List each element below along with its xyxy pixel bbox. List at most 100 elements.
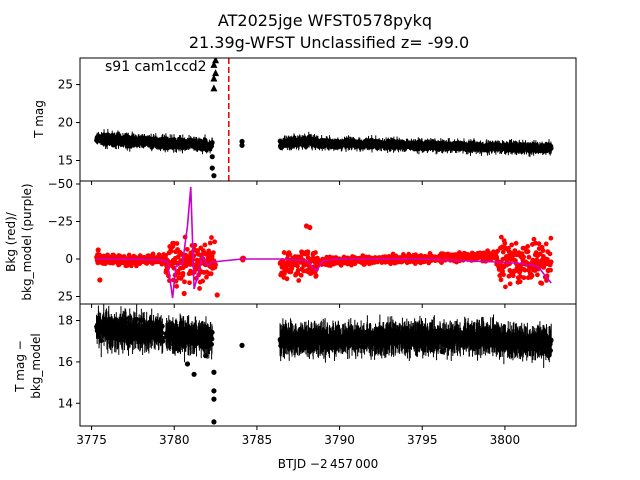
data-point: [521, 254, 527, 260]
data-point: [525, 243, 531, 249]
data-point: [296, 278, 302, 283]
data-point: [502, 240, 508, 246]
data-point: [192, 242, 198, 248]
y-tick-label: 25: [58, 290, 73, 304]
data-point: [180, 270, 186, 276]
outlier-point: [196, 144, 202, 151]
plot-area-resid: [94, 304, 554, 425]
data-point: [207, 240, 213, 246]
outlier-point: [209, 154, 215, 160]
data-point: [209, 253, 215, 259]
series-mag-0: [94, 58, 554, 179]
data-point: [209, 140, 215, 145]
y-tick-label: −50: [48, 177, 73, 191]
outlier-point: [239, 142, 245, 148]
axes-frame-bkg: [79, 180, 577, 305]
outlier-point: [209, 165, 215, 171]
chart-title-line1: AT2025jge WFST0578pykq: [218, 11, 432, 30]
outlier-point: [97, 277, 103, 283]
data-point: [512, 248, 518, 254]
limit-marker: [212, 58, 220, 64]
data-point: [500, 249, 506, 255]
plot-area-bkg: [94, 186, 554, 299]
data-point: [202, 242, 208, 248]
data-point: [98, 338, 104, 344]
panel-bkg: 25 0 −25 −50: [48, 177, 577, 308]
axes-frame-mag: [79, 57, 577, 182]
data-point: [495, 248, 500, 254]
data-point: [531, 236, 537, 242]
data-point: [498, 234, 504, 240]
data-point: [212, 239, 218, 245]
data-point: [168, 248, 174, 254]
data-point: [305, 255, 311, 261]
limit-marker: [210, 74, 218, 82]
data-point: [535, 272, 540, 278]
series-resid-0: [94, 304, 554, 425]
y-tick-label: 20: [58, 116, 73, 130]
data-point: [204, 274, 209, 280]
data-point: [548, 235, 554, 241]
data-point: [498, 277, 504, 283]
data-point: [548, 145, 554, 151]
data-point: [209, 336, 215, 342]
data-point: [150, 251, 156, 257]
y-tick-label: 15: [58, 154, 73, 168]
data-point: [305, 249, 311, 255]
data-point: [503, 284, 508, 290]
outlier-point: [239, 138, 245, 145]
data-point: [295, 263, 300, 269]
data-point: [501, 272, 506, 278]
data-point: [163, 252, 169, 258]
plot-area-mag: [94, 58, 554, 179]
y-tick-label: −25: [48, 215, 73, 229]
data-point: [295, 268, 301, 273]
data-point: [183, 263, 189, 269]
chart-title-line2: 21.39g-WFST Unclassified z= -99.0: [189, 33, 469, 52]
panel-mag: 15 20 25: [58, 57, 577, 185]
data-point: [313, 250, 318, 255]
data-point: [548, 267, 553, 273]
data-point: [184, 246, 190, 252]
data-point: [500, 256, 506, 262]
data-point: [547, 251, 553, 257]
limit-marker: [210, 60, 218, 68]
data-point: [176, 270, 181, 276]
data-point: [174, 283, 180, 289]
limit-marker: [212, 69, 220, 77]
data-point: [174, 241, 180, 246]
data-point: [284, 276, 290, 282]
data-point: [129, 263, 134, 269]
data-point: [298, 272, 304, 278]
y-tick-label: 0: [65, 252, 73, 266]
data-point: [529, 273, 535, 279]
data-point: [187, 280, 192, 286]
data-point: [540, 248, 546, 253]
data-point: [517, 279, 523, 285]
data-point: [208, 271, 214, 277]
data-point: [209, 330, 215, 335]
data-point: [510, 273, 516, 279]
outlier-point: [211, 173, 217, 179]
data-point: [209, 235, 214, 240]
outlier-point: [307, 224, 313, 231]
data-point: [536, 241, 542, 247]
data-point: [197, 286, 202, 291]
data-point: [289, 266, 295, 271]
series-bkg-0: [94, 223, 554, 298]
data-point: [521, 275, 527, 281]
data-point: [287, 252, 293, 257]
bkg-model-line: [96, 186, 552, 299]
data-point: [526, 254, 532, 260]
data-point: [213, 262, 218, 267]
data-point: [509, 242, 515, 248]
data-point: [525, 249, 531, 254]
series-bkg-1: [96, 186, 552, 299]
data-point: [543, 241, 549, 247]
outlier-point: [95, 247, 101, 253]
outlier-point: [214, 292, 220, 298]
data-point: [182, 279, 187, 285]
data-point: [281, 250, 287, 255]
